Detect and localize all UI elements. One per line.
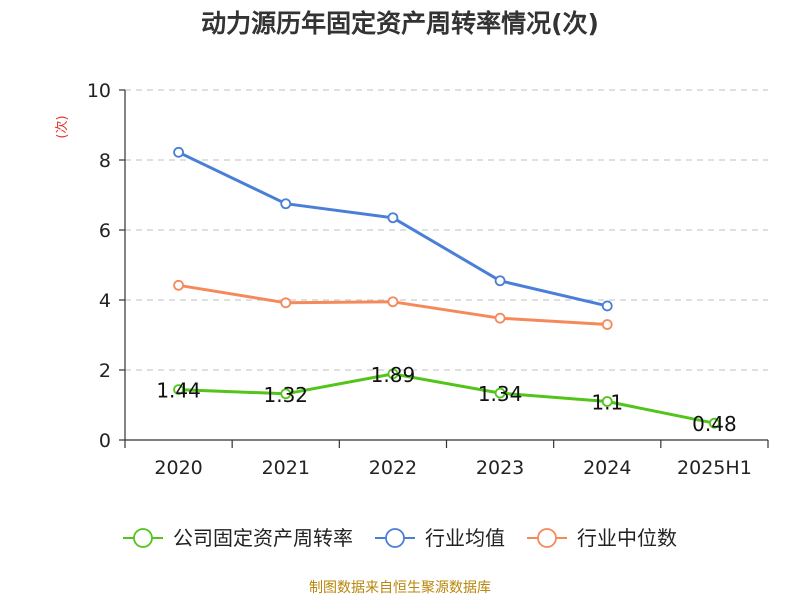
legend-circle-marker <box>537 528 557 548</box>
y-tick-label: 6 <box>99 220 111 242</box>
data-point <box>601 396 613 407</box>
data-point <box>387 296 399 308</box>
legend-label: 公司固定资产周转率 <box>173 526 353 550</box>
x-tick-label: 2024 <box>583 457 631 479</box>
data-label: 1.1 <box>591 391 623 415</box>
series-line <box>178 372 715 425</box>
y-tick-label: 4 <box>99 290 111 312</box>
axes: 0 2 4 6 8 10 2020 2021 2022 2023 2024 2025H1 <box>87 80 769 479</box>
series-lines <box>173 146 720 429</box>
y-tick-label: 2 <box>99 360 111 382</box>
y-tick-label: 10 <box>87 80 111 102</box>
series-line <box>177 150 608 308</box>
data-label: 1.89 <box>371 363 416 387</box>
legend-item: 行业均值 <box>375 526 505 550</box>
legend: 公司固定资产周转率 行业均值 行业中位数 <box>123 526 677 550</box>
legend-circle-marker <box>385 528 405 548</box>
grid-lines <box>125 89 768 371</box>
legend-circle-marker <box>133 528 153 548</box>
x-tick-label: 2025H1 <box>677 457 752 479</box>
data-label: 1.32 <box>263 383 308 407</box>
legend-label: 行业中位数 <box>577 526 677 550</box>
data-point <box>494 387 506 399</box>
data-label: 0.48 <box>692 412 737 436</box>
data-point <box>173 384 184 396</box>
data-label: 1.44 <box>156 379 201 403</box>
y-tick-label: 0 <box>99 430 111 452</box>
y-tick-label: 8 <box>99 150 111 172</box>
data-point <box>280 297 292 309</box>
y-axis-unit-label: (次) <box>54 115 70 138</box>
data-point <box>601 300 613 312</box>
data-point <box>280 388 292 400</box>
data-labels: 1.44 1.32 1.89 1.34 1.1 0.48 <box>156 363 736 436</box>
data-point <box>173 146 184 158</box>
legend-item: 公司固定资产周转率 <box>123 526 353 550</box>
data-label: 1.34 <box>478 382 523 406</box>
chart-title: 动力源历年固定资产周转率情况(次) <box>201 9 599 38</box>
x-tick-label: 2023 <box>476 457 524 479</box>
data-point <box>387 368 399 380</box>
x-tick-label: 2020 <box>154 457 202 479</box>
data-point <box>173 279 184 291</box>
data-point <box>494 312 506 324</box>
data-point <box>280 198 292 210</box>
data-point <box>494 275 506 287</box>
data-point <box>387 212 399 224</box>
data-point <box>601 319 613 330</box>
legend-item: 行业中位数 <box>527 526 677 550</box>
source-note: 制图数据来自恒生聚源数据库 <box>309 580 491 596</box>
x-tick-label: 2022 <box>369 457 417 479</box>
x-tick-label: 2021 <box>262 457 310 479</box>
data-point <box>709 417 720 429</box>
legend-label: 行业均值 <box>425 526 505 550</box>
